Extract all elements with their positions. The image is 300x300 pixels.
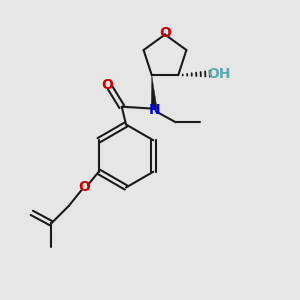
Text: O: O [159,26,171,40]
Text: OH: OH [208,67,231,81]
Polygon shape [151,75,157,110]
Text: N: N [148,103,160,117]
Text: O: O [101,77,113,92]
Text: O: O [78,180,90,194]
